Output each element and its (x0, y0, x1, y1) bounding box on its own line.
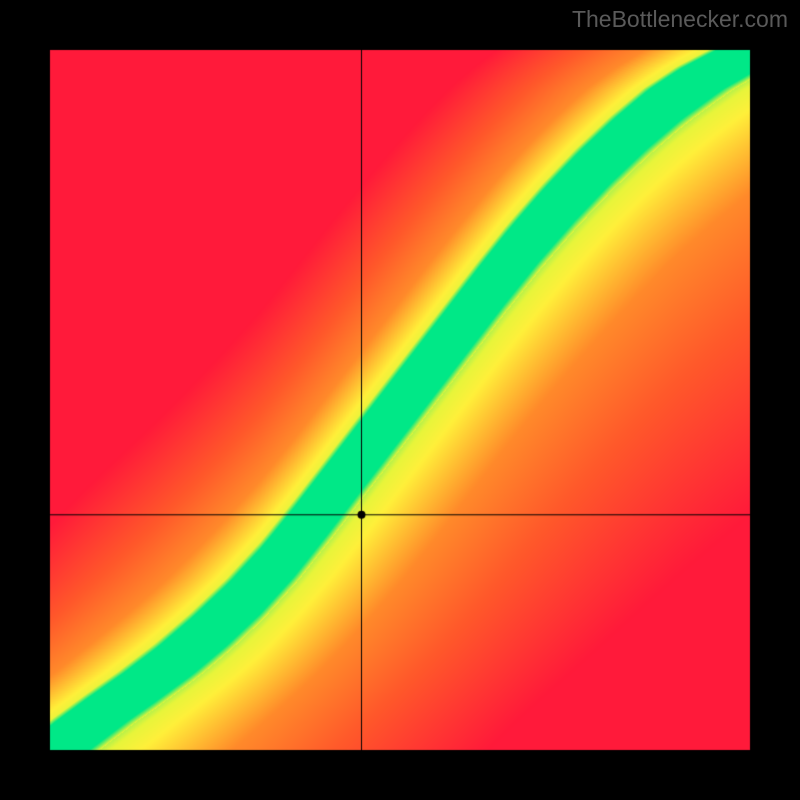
chart-container: TheBottlenecker.com (0, 0, 800, 800)
watermark-text: TheBottlenecker.com (572, 6, 788, 33)
bottleneck-heatmap (0, 0, 800, 800)
